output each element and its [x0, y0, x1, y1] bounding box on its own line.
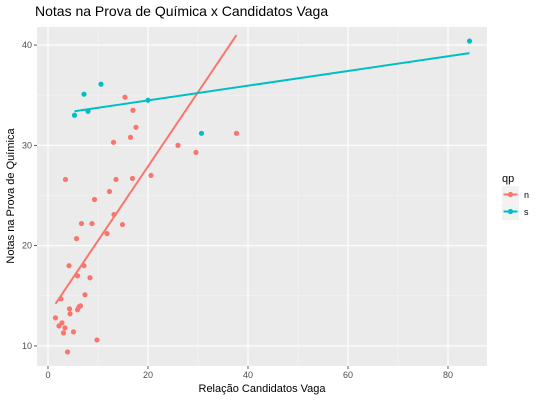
regression-lines — [54, 34, 470, 305]
y-tick-label: 40 — [22, 40, 32, 50]
data-point-n — [175, 142, 181, 148]
data-point-n — [133, 124, 139, 130]
data-point-n — [77, 303, 84, 309]
data-points — [52, 38, 473, 355]
legend-label-n: n — [524, 190, 529, 200]
data-point-n — [82, 292, 88, 298]
data-point-n — [104, 231, 110, 237]
y-tick-label: 10 — [22, 341, 32, 351]
data-point-n — [87, 275, 93, 281]
fit-line-n — [54, 34, 238, 305]
legend-items: ns — [502, 186, 529, 220]
data-point-n — [94, 337, 100, 343]
data-point-n — [66, 306, 73, 312]
data-point-n — [130, 107, 136, 113]
data-point-n — [73, 236, 80, 242]
data-point-n — [52, 315, 59, 321]
data-point-n — [129, 175, 136, 182]
data-point-s — [98, 81, 104, 87]
legend-title: qp — [502, 173, 514, 185]
major-gridlines — [37, 27, 487, 366]
legend: qp ns — [502, 173, 529, 220]
legend-key-point-n — [507, 191, 514, 198]
plot-panel — [37, 27, 487, 366]
y-tick-label: 30 — [22, 140, 32, 150]
data-point-n — [67, 311, 73, 317]
data-point-n — [106, 188, 113, 195]
data-point-s — [466, 38, 473, 44]
data-point-s — [145, 97, 151, 103]
minor-gridlines — [37, 27, 487, 366]
chart-title: Notas na Prova de Química x Candidatos V… — [35, 3, 328, 19]
tick-labels: 0 20 40 60 80 10 20 30 40 — [22, 40, 453, 380]
data-point-s — [71, 112, 78, 118]
data-point-n — [59, 320, 65, 326]
data-point-n — [62, 325, 68, 331]
legend-label-s: s — [524, 207, 529, 217]
x-tick-label: 80 — [443, 370, 453, 380]
data-point-n — [119, 221, 126, 228]
data-point-s — [81, 91, 87, 97]
data-point-n — [60, 330, 67, 336]
data-point-n — [113, 176, 119, 183]
data-point-n — [70, 329, 77, 335]
data-point-n — [66, 263, 72, 269]
data-point-n — [233, 130, 240, 136]
data-point-n — [111, 211, 117, 218]
data-point-n — [91, 196, 98, 203]
data-point-n — [110, 139, 117, 145]
data-point-n — [78, 220, 85, 227]
x-tick-label: 60 — [343, 370, 353, 380]
data-point-n — [64, 349, 71, 355]
data-point-n — [74, 273, 81, 279]
data-point-n — [58, 296, 64, 302]
x-tick-label: 20 — [143, 370, 153, 380]
data-point-n — [193, 149, 199, 155]
data-point-n — [81, 263, 87, 269]
fit-line-s — [74, 52, 470, 113]
data-point-n — [127, 134, 134, 140]
y-axis-title: Notas na Prova de Química — [5, 128, 17, 264]
x-tick-label: 40 — [243, 370, 253, 380]
x-axis-title: Relação Candidatos Vaga — [199, 383, 327, 395]
data-point-n — [122, 94, 128, 100]
axis-ticks — [34, 44, 449, 369]
y-tick-label: 20 — [22, 241, 32, 251]
data-point-s — [85, 108, 91, 114]
x-tick-label: 0 — [45, 370, 50, 380]
data-point-n — [148, 172, 154, 179]
data-point-n — [89, 220, 95, 227]
data-point-s — [198, 130, 205, 136]
data-point-n — [62, 176, 69, 183]
legend-key-point-s — [507, 208, 514, 215]
